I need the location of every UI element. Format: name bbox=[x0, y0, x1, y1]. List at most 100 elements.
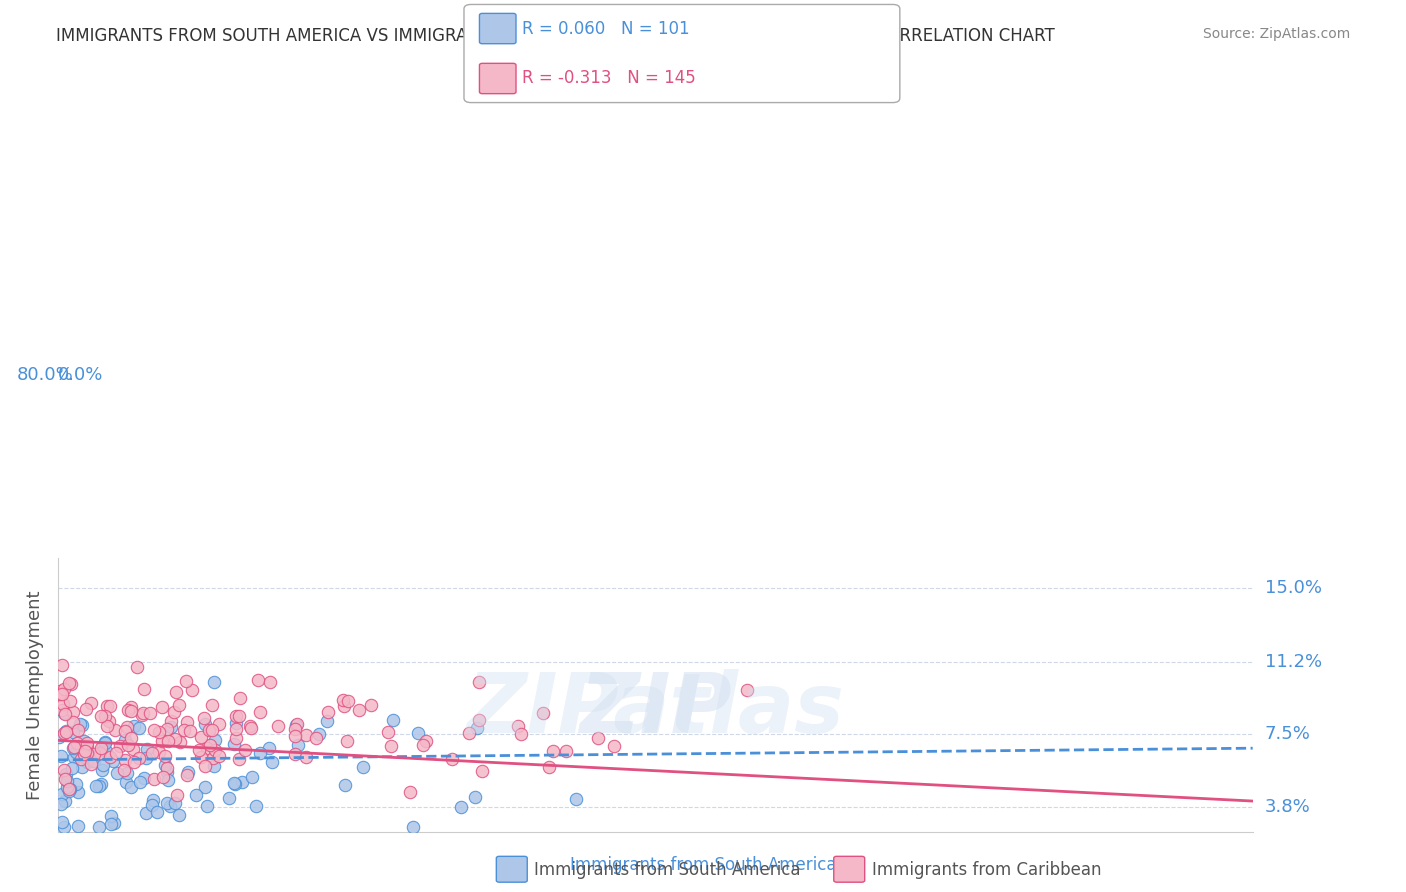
Text: R = 0.060   N = 101: R = 0.060 N = 101 bbox=[522, 20, 689, 37]
Point bbox=[83, 754, 105, 768]
Point bbox=[541, 744, 564, 758]
Point bbox=[60, 677, 83, 691]
Point bbox=[72, 739, 94, 753]
Point bbox=[284, 718, 307, 732]
Point bbox=[224, 777, 246, 791]
Point bbox=[471, 764, 494, 778]
Point bbox=[202, 675, 225, 690]
Point bbox=[73, 744, 96, 758]
Point bbox=[51, 658, 73, 673]
Point bbox=[555, 744, 578, 758]
Text: Immigrants from South America: Immigrants from South America bbox=[569, 856, 837, 874]
Point bbox=[177, 765, 200, 780]
Point bbox=[184, 789, 207, 803]
Point bbox=[97, 714, 120, 728]
Point bbox=[176, 768, 198, 782]
Point bbox=[202, 758, 225, 772]
Point bbox=[238, 719, 260, 733]
Point bbox=[284, 729, 307, 743]
Point bbox=[84, 779, 107, 793]
Point bbox=[160, 714, 183, 728]
Point bbox=[173, 723, 195, 737]
Point bbox=[53, 681, 76, 696]
Point bbox=[163, 796, 186, 810]
Point bbox=[148, 724, 170, 739]
Point bbox=[100, 817, 122, 831]
Point bbox=[360, 698, 382, 712]
Point bbox=[89, 746, 111, 760]
Point bbox=[58, 784, 80, 798]
Point bbox=[117, 765, 139, 780]
Point bbox=[67, 785, 90, 799]
Point bbox=[141, 797, 163, 812]
Point bbox=[218, 791, 240, 805]
Point bbox=[60, 761, 83, 775]
Point bbox=[67, 723, 90, 737]
Point bbox=[59, 781, 82, 796]
Point bbox=[156, 761, 179, 775]
Point bbox=[55, 723, 77, 738]
Point bbox=[464, 789, 486, 804]
Point bbox=[59, 694, 82, 708]
Point bbox=[509, 727, 531, 741]
Point bbox=[73, 750, 96, 764]
Point bbox=[152, 700, 174, 714]
Point bbox=[51, 687, 73, 701]
Text: ZIP: ZIP bbox=[579, 668, 731, 749]
Point bbox=[198, 739, 221, 753]
Point bbox=[62, 740, 84, 755]
Point bbox=[224, 738, 246, 752]
Point bbox=[284, 747, 307, 761]
Point bbox=[332, 692, 354, 706]
Point bbox=[333, 778, 356, 792]
Point bbox=[565, 791, 588, 805]
Point bbox=[51, 797, 73, 812]
Point bbox=[132, 706, 155, 720]
Point bbox=[120, 704, 142, 718]
Point bbox=[89, 820, 111, 834]
Point bbox=[166, 788, 188, 802]
Point bbox=[56, 773, 79, 788]
Point bbox=[382, 713, 405, 727]
Point bbox=[62, 739, 84, 754]
Point bbox=[380, 739, 402, 753]
Point bbox=[114, 753, 136, 767]
Point bbox=[249, 746, 271, 760]
Point bbox=[247, 673, 270, 687]
Point bbox=[399, 785, 422, 799]
Point bbox=[204, 743, 226, 757]
Point bbox=[76, 756, 98, 770]
Point bbox=[285, 717, 308, 731]
Point bbox=[142, 793, 165, 807]
Point bbox=[62, 705, 84, 719]
Point bbox=[75, 702, 97, 716]
Point bbox=[228, 752, 250, 766]
Point bbox=[73, 747, 96, 761]
Point bbox=[225, 722, 247, 736]
Point bbox=[179, 723, 201, 738]
Text: 7.5%: 7.5% bbox=[1264, 725, 1310, 743]
Point bbox=[337, 693, 360, 707]
Point bbox=[117, 738, 139, 752]
Point bbox=[160, 720, 183, 734]
Point bbox=[49, 748, 72, 763]
Point bbox=[377, 725, 399, 739]
Point bbox=[180, 682, 202, 697]
Text: IMMIGRANTS FROM SOUTH AMERICA VS IMMIGRANTS FROM CARIBBEAN FEMALE UNEMPLOYMENT C: IMMIGRANTS FROM SOUTH AMERICA VS IMMIGRA… bbox=[56, 27, 1054, 45]
Point bbox=[98, 699, 121, 714]
Point bbox=[104, 723, 127, 737]
Point bbox=[90, 777, 112, 791]
Point bbox=[65, 736, 87, 750]
Point bbox=[134, 772, 156, 786]
Text: 11.2%: 11.2% bbox=[1264, 653, 1322, 671]
Point bbox=[58, 676, 80, 690]
Point bbox=[201, 723, 224, 738]
Point bbox=[48, 730, 70, 744]
Point bbox=[531, 706, 554, 721]
Point bbox=[336, 734, 359, 748]
Point bbox=[141, 746, 163, 760]
Point bbox=[190, 731, 212, 745]
Point bbox=[138, 706, 160, 720]
Point bbox=[90, 763, 112, 777]
Text: Immigrants from South America: Immigrants from South America bbox=[534, 861, 801, 879]
